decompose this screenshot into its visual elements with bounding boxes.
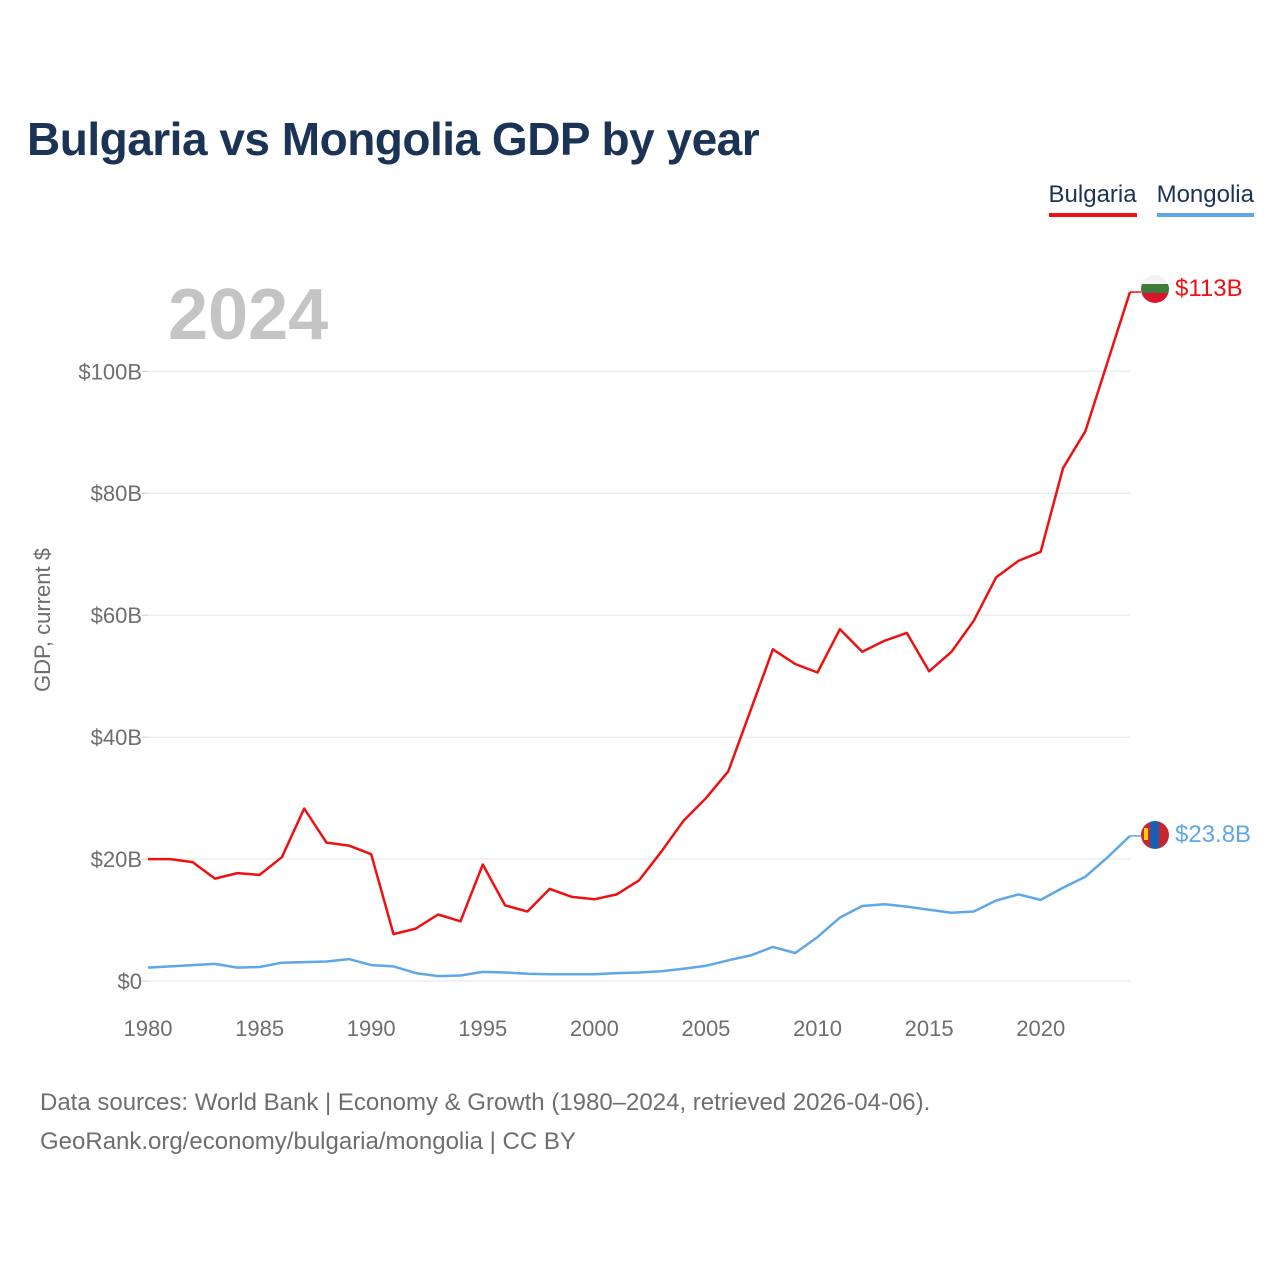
x-tick-label: 2020 bbox=[1016, 1016, 1065, 1041]
y-tick-label: $100B bbox=[78, 359, 142, 384]
series-line-bulgaria[interactable] bbox=[148, 291, 1132, 936]
y-tick-label: $20B bbox=[91, 847, 142, 872]
x-tick-label: 2010 bbox=[793, 1016, 842, 1041]
footer-source-line: Data sources: World Bank | Economy & Gro… bbox=[40, 1089, 931, 1116]
mongolia-end-label: $23.8B bbox=[1175, 821, 1251, 848]
mongolia-flag-icon bbox=[1141, 821, 1169, 849]
x-tick-label: 1980 bbox=[124, 1016, 173, 1041]
footer-url-line[interactable]: GeoRank.org/economy/bulgaria/mongolia | … bbox=[40, 1128, 576, 1155]
legend-item-bulgaria[interactable]: Bulgaria bbox=[1048, 181, 1137, 217]
bulgaria-end-label: $113B bbox=[1175, 275, 1243, 302]
grid-lines bbox=[142, 370, 1130, 982]
year-watermark: 2024 bbox=[168, 275, 328, 355]
y-tick-label: $0 bbox=[118, 969, 142, 994]
data-source-footer: Data sources: World Bank | Economy & Gro… bbox=[40, 1083, 930, 1161]
legend: Bulgaria Mongolia bbox=[1048, 181, 1254, 217]
y-axis-label: GDP, current $ bbox=[30, 548, 55, 692]
bulgaria-flag-icon bbox=[1141, 275, 1169, 303]
x-tick-label: 1995 bbox=[458, 1016, 507, 1041]
series-line-mongolia[interactable] bbox=[147, 834, 1131, 978]
y-tick-labels: $0 $20B $40B $60B $80B $100B bbox=[78, 359, 142, 994]
y-tick-label: $80B bbox=[91, 481, 142, 506]
x-tick-label: 1985 bbox=[235, 1016, 284, 1041]
x-tick-label: 2005 bbox=[681, 1016, 730, 1041]
series-lines bbox=[147, 291, 1141, 978]
x-tick-labels: 1980 1985 1990 1995 2000 2005 2010 2015 2020 bbox=[124, 1016, 1066, 1041]
x-tick-label: 2000 bbox=[570, 1016, 619, 1041]
x-tick-label: 1990 bbox=[347, 1016, 396, 1041]
y-tick-label: $40B bbox=[91, 725, 142, 750]
chart-title: Bulgaria vs Mongolia GDP by year bbox=[27, 113, 760, 165]
y-tick-label: $60B bbox=[91, 603, 142, 628]
line-chart: 2024 GDP, current $ $0 $20B $40B $60B $80B $1… bbox=[30, 275, 1251, 1041]
legend-item-mongolia[interactable]: Mongolia bbox=[1156, 181, 1254, 217]
x-tick-label: 2015 bbox=[905, 1016, 954, 1041]
